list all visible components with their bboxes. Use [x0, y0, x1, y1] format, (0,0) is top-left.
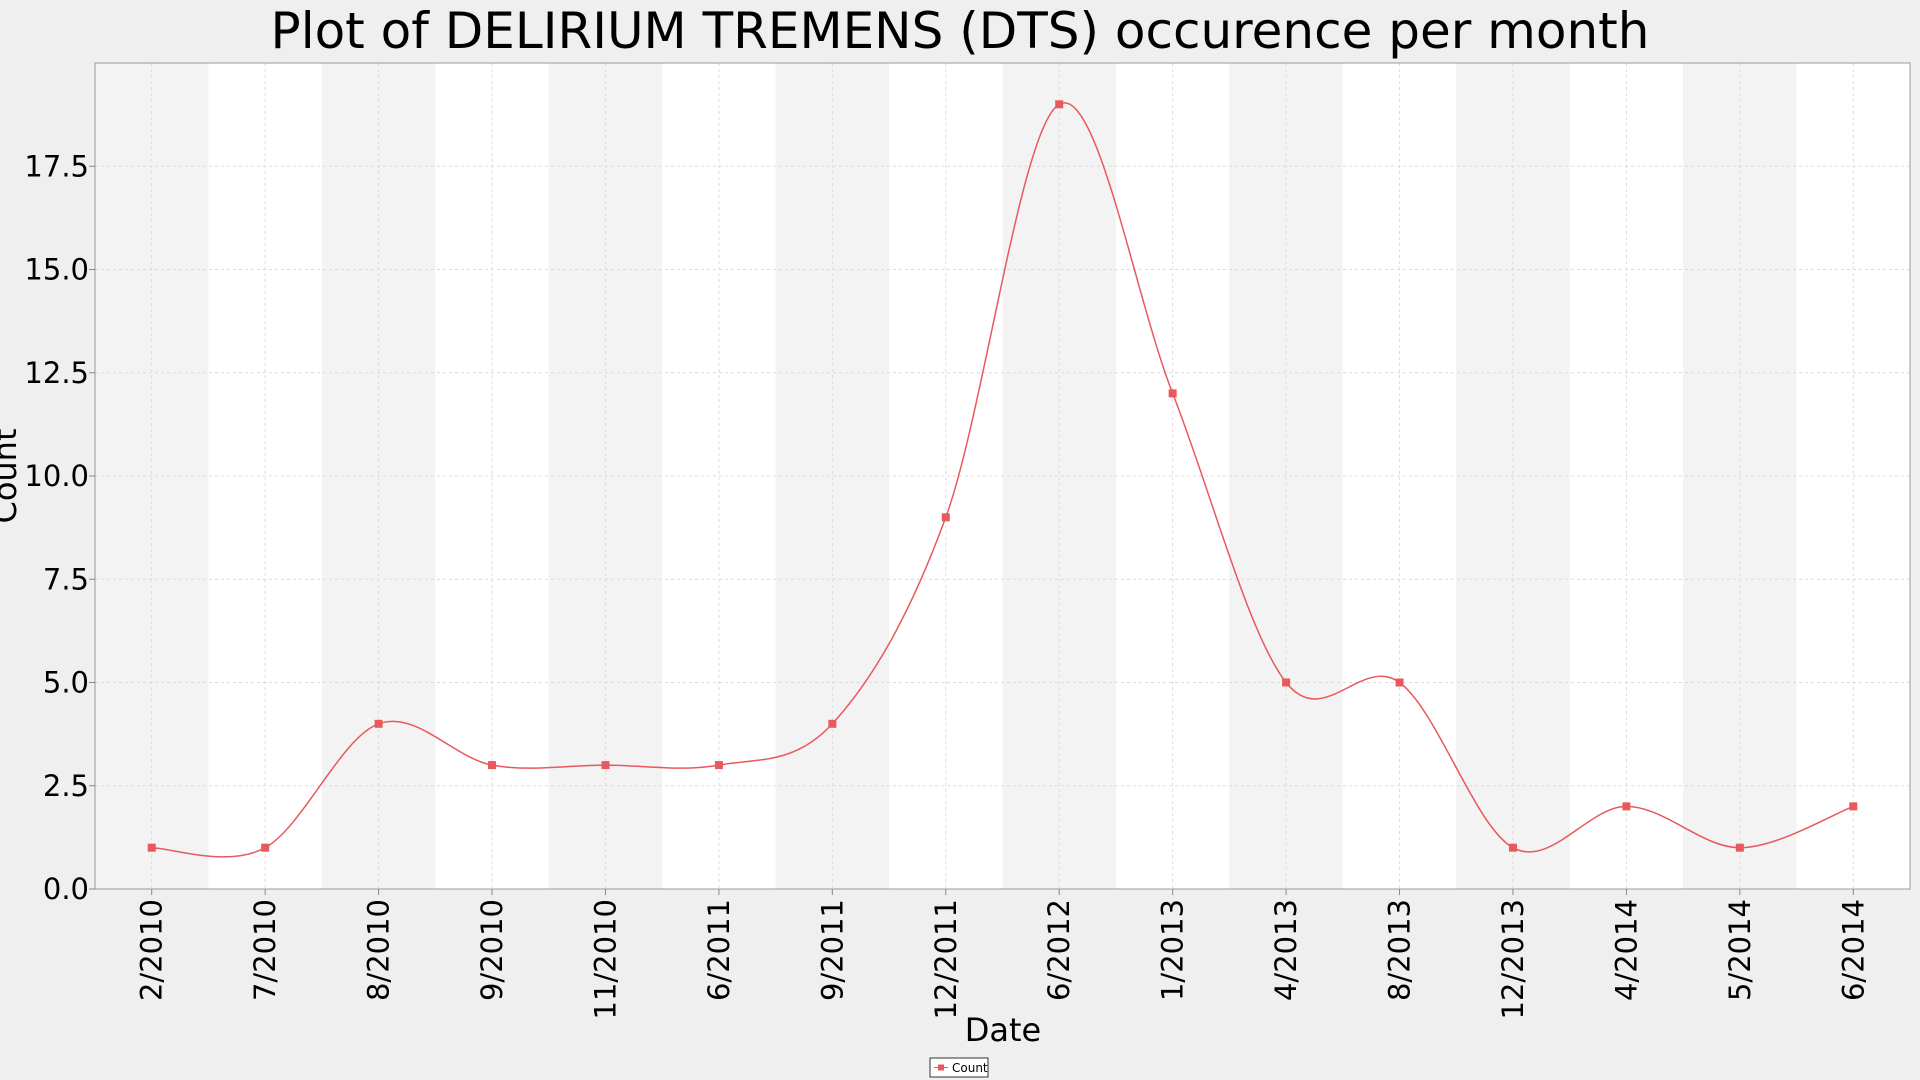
data-point [828, 719, 837, 728]
x-tick-label: 7/2010 [248, 899, 282, 1001]
y-tick-label: 0.0 [43, 872, 89, 906]
x-tick-label: 8/2013 [1383, 899, 1417, 1001]
data-point [601, 761, 610, 770]
data-point [1055, 100, 1064, 109]
y-tick-label: 15.0 [24, 253, 89, 287]
y-tick-label: 7.5 [43, 562, 89, 596]
data-point [1735, 843, 1744, 852]
data-point [1849, 802, 1858, 811]
y-axis: 0.0 2.5 5.0 7.5 10.0 12.5 15.0 17.5 [24, 149, 95, 906]
data-point [1622, 802, 1631, 811]
x-tick-label: 4/2014 [1609, 899, 1643, 1001]
x-tick-label: 5/2014 [1723, 899, 1757, 1001]
legend-label-count: Count [952, 1061, 988, 1075]
data-point [1508, 843, 1517, 852]
y-tick-label: 5.0 [43, 666, 89, 700]
x-axis-title: Date [965, 1011, 1041, 1049]
y-tick-label: 12.5 [24, 356, 89, 390]
x-tick-label: 12/2013 [1496, 899, 1530, 1019]
legend-box [929, 1057, 989, 1078]
legend-marker-count [938, 1064, 944, 1071]
y-tick-label: 2.5 [43, 769, 89, 803]
data-point [1282, 678, 1291, 687]
data-point [714, 761, 723, 770]
x-tick-label: 6/2012 [1042, 899, 1076, 1001]
x-tick-label: 2/2010 [135, 899, 169, 1001]
x-tick-label: 6/2011 [702, 899, 736, 1001]
data-point [1168, 389, 1177, 398]
x-tick-label: 12/2011 [929, 899, 963, 1019]
y-axis-title: Count [0, 428, 24, 523]
data-point [374, 719, 383, 728]
x-tick-label: 9/2010 [475, 899, 509, 1001]
series-line-count [151, 102, 1854, 858]
x-tick-label: 11/2010 [588, 899, 622, 1019]
x-axis: 2/2010 7/2010 8/2010 9/2010 11/2010 6/2011 9/2… [135, 889, 1870, 1019]
data-point [941, 513, 950, 522]
data-point [488, 761, 497, 770]
x-tick-label: 9/2011 [815, 899, 849, 1001]
x-tick-label: 8/2010 [362, 899, 396, 1001]
legend: Count [929, 1057, 989, 1078]
data-point [147, 843, 156, 852]
chart-title: Plot of DELIRIUM TREMENS (DTS) occurence… [271, 2, 1650, 60]
x-tick-label: 6/2014 [1836, 899, 1870, 1001]
x-tick-label: 4/2013 [1269, 899, 1303, 1001]
data-point [1395, 678, 1404, 687]
y-tick-label: 17.5 [24, 149, 89, 183]
x-tick-label: 1/2013 [1156, 899, 1190, 1001]
y-tick-label: 10.0 [24, 459, 89, 493]
series-markers [147, 100, 1858, 852]
data-point [261, 843, 270, 852]
